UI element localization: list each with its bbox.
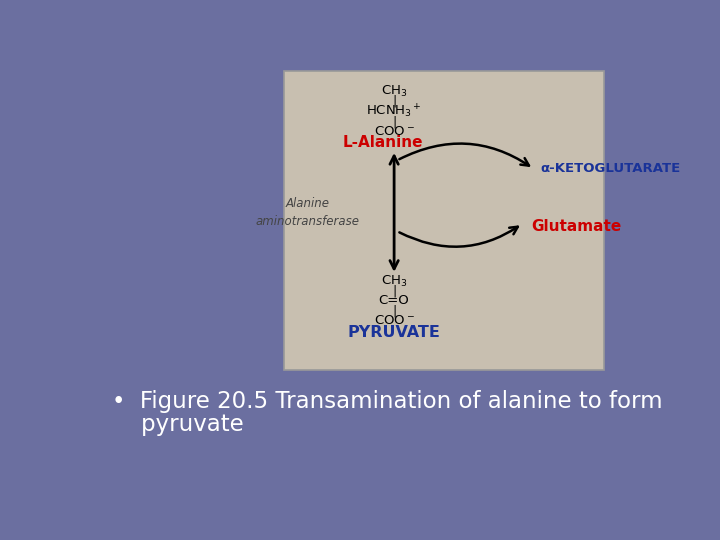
Text: •  Figure 20.5 Transamination of alanine to form: • Figure 20.5 Transamination of alanine …: [112, 390, 663, 413]
Text: PYRUVATE: PYRUVATE: [348, 326, 441, 341]
Text: |: |: [392, 285, 396, 298]
Text: |: |: [392, 95, 396, 108]
FancyBboxPatch shape: [284, 71, 605, 370]
Text: COO$^-$: COO$^-$: [374, 314, 415, 327]
Text: |: |: [392, 115, 396, 129]
Text: Alanine
aminotransferase: Alanine aminotransferase: [256, 197, 359, 228]
Text: α-KETOGLUTARATE: α-KETOGLUTARATE: [541, 162, 681, 176]
Text: pyruvate: pyruvate: [112, 413, 244, 436]
Text: L-Alanine: L-Alanine: [343, 136, 423, 151]
Text: CH$_3$: CH$_3$: [381, 274, 408, 289]
Text: COO$^-$: COO$^-$: [374, 125, 415, 138]
Text: |: |: [392, 305, 396, 318]
Text: C=O: C=O: [379, 294, 410, 307]
Text: HCNH$_3$$^+$: HCNH$_3$$^+$: [366, 103, 422, 120]
Text: Glutamate: Glutamate: [531, 219, 621, 234]
Text: CH$_3$: CH$_3$: [381, 84, 408, 99]
